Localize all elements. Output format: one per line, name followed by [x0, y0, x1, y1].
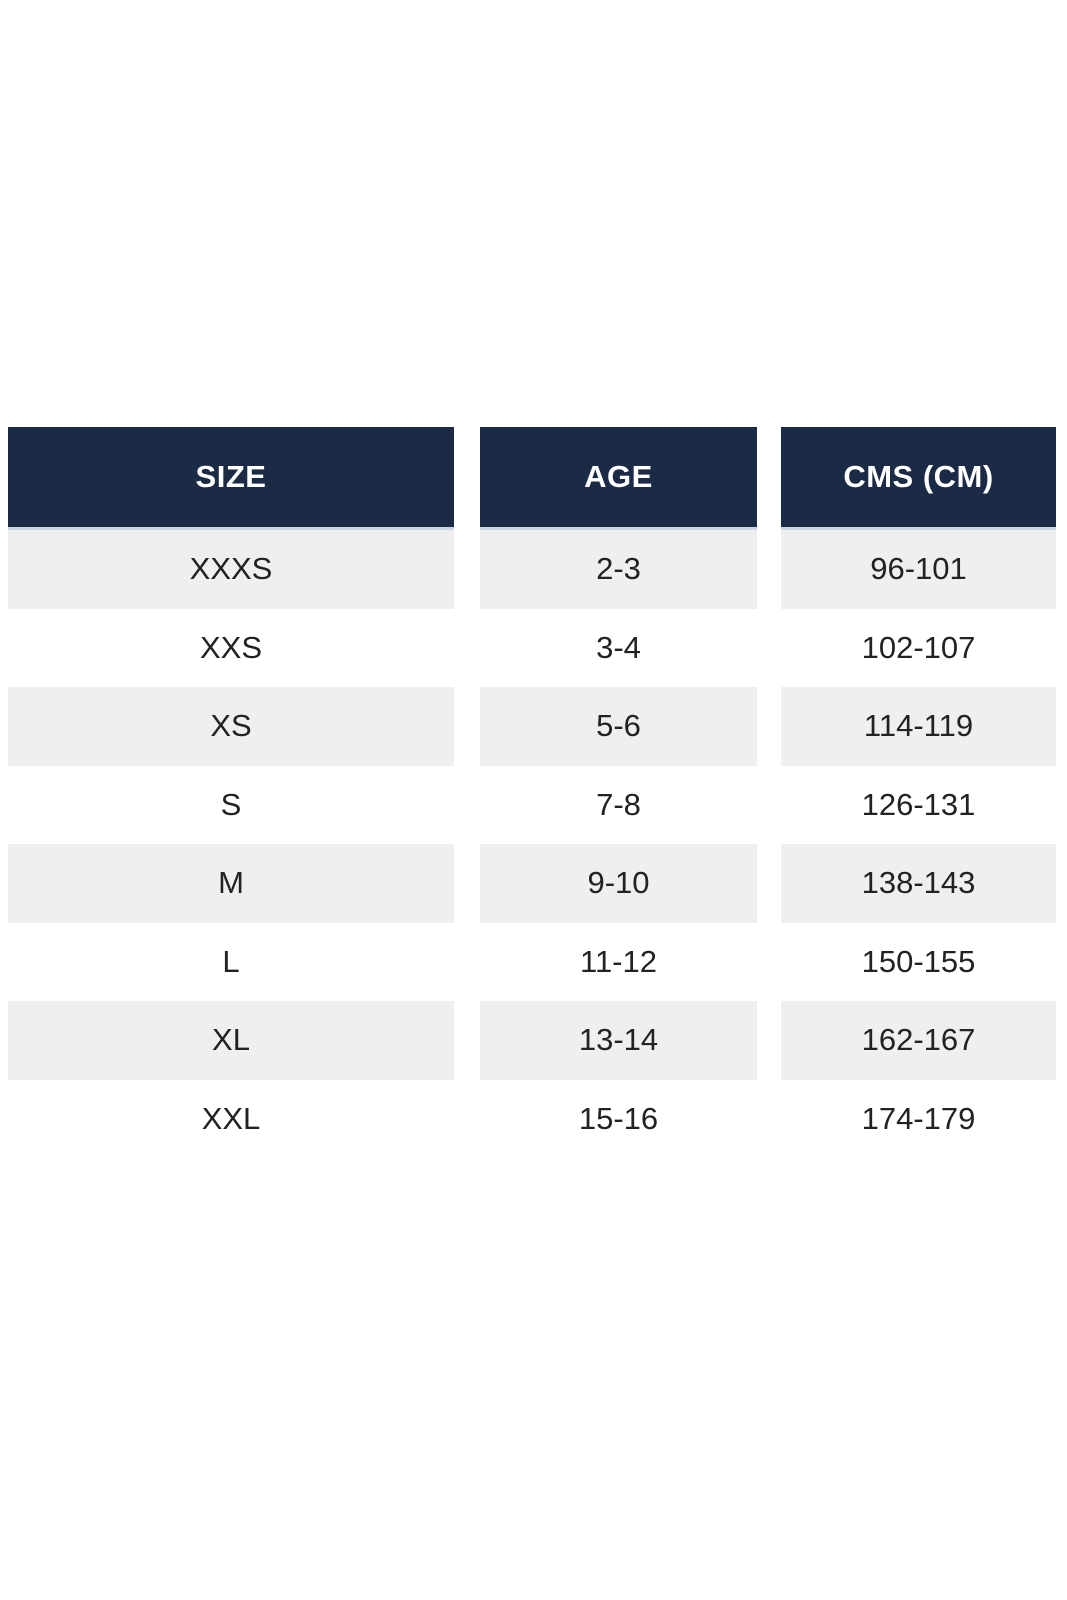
- cell-size-row0: XXXS: [8, 530, 454, 609]
- cell-cms-row6: 162-167: [781, 1001, 1056, 1080]
- size-chart-table: SIZE XXXS XXS XS S M L XL XXL AGE 2-3 3-…: [8, 427, 1056, 1158]
- cell-size-row3: S: [8, 765, 454, 844]
- cell-cms-row5: 150-155: [781, 922, 1056, 1001]
- cell-size-row1: XXS: [8, 608, 454, 687]
- header-cell-cms: CMS (CM): [781, 427, 1056, 530]
- cell-cms-row1: 102-107: [781, 608, 1056, 687]
- cell-age-row5: 11-12: [480, 922, 757, 1001]
- header-cell-size: SIZE: [8, 427, 454, 530]
- cell-cms-row0: 96-101: [781, 530, 1056, 609]
- column-cms: CMS (CM) 96-101 102-107 114-119 126-131 …: [781, 427, 1056, 1158]
- cell-age-row0: 2-3: [480, 530, 757, 609]
- cell-age-row7: 15-16: [480, 1079, 757, 1158]
- cell-size-row7: XXL: [8, 1079, 454, 1158]
- cell-size-row5: L: [8, 922, 454, 1001]
- cell-age-row1: 3-4: [480, 608, 757, 687]
- cell-cms-row2: 114-119: [781, 687, 1056, 766]
- cell-age-row6: 13-14: [480, 1001, 757, 1080]
- cell-age-row3: 7-8: [480, 765, 757, 844]
- column-age: AGE 2-3 3-4 5-6 7-8 9-10 11-12 13-14 15-…: [480, 427, 757, 1158]
- cell-cms-row7: 174-179: [781, 1079, 1056, 1158]
- cell-size-row2: XS: [8, 687, 454, 766]
- cell-age-row2: 5-6: [480, 687, 757, 766]
- header-cell-age: AGE: [480, 427, 757, 530]
- cell-cms-row3: 126-131: [781, 765, 1056, 844]
- column-size: SIZE XXXS XXS XS S M L XL XXL: [8, 427, 454, 1158]
- cell-size-row4: M: [8, 844, 454, 923]
- cell-cms-row4: 138-143: [781, 844, 1056, 923]
- cell-size-row6: XL: [8, 1001, 454, 1080]
- cell-age-row4: 9-10: [480, 844, 757, 923]
